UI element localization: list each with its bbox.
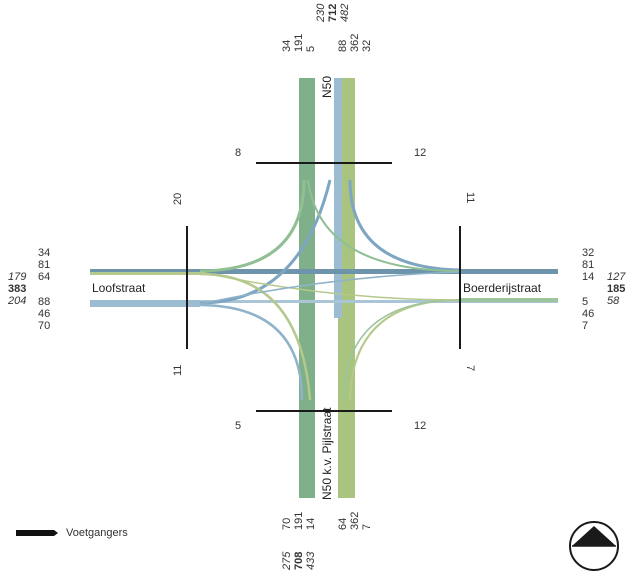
east-in-lane-2: 81 [582,259,594,271]
south-arm-labels: 70 191 14 64 362 7 275 708 433 N50 k.v. … [281,407,373,571]
curve-north-to-east [348,179,461,272]
east-in-lane-3: 14 [582,271,594,283]
north-arrow-icon [569,521,619,571]
west-total: 383 [8,283,26,295]
ped-east-bottom: 7 [464,365,476,371]
curve-north-to-west [199,179,306,273]
east-out-lane-1: 5 [582,296,588,308]
band-east-thin-blue [200,300,558,303]
south-total-out: 275 [281,551,293,571]
north-in-lane-2: 191 [293,34,305,52]
street-label-south: N50 k.v. Pijlstraat [320,407,334,500]
west-arm-labels: 34 81 64 88 46 70 179 383 204 Loofstraat [7,247,146,332]
band-west-olive [90,272,200,275]
street-label-north: N50 [320,76,334,98]
south-out-lane-1: 70 [281,518,293,530]
south-total-in: 433 [305,551,317,570]
north-in-lane-1: 34 [281,40,293,52]
band-south-to-north-green [299,78,315,498]
legend: Voetgangers [16,527,128,539]
curve-cross-2 [199,271,461,305]
band-east-west-steel [90,269,558,274]
ped-east-top: 11 [464,192,476,203]
south-in-lane-1: 64 [337,518,349,530]
north-arm-labels: 34 191 5 88 362 32 230 712 482 N50 [281,3,373,98]
east-total: 185 [607,283,625,295]
east-total-in: 127 [607,271,626,283]
ped-west-bottom: 11 [172,365,184,376]
curve-south-to-west [199,303,304,401]
south-in-lane-3: 7 [361,524,373,530]
curve-cross-1 [199,271,461,301]
pedestrian-legend-symbol [16,530,58,536]
east-out-lane-2: 46 [582,308,594,320]
west-out-lane-1: 34 [38,247,50,259]
ped-south-left: 5 [235,420,241,432]
north-in-lane-3: 5 [305,46,317,52]
east-arm-labels: 32 81 14 5 46 7 127 185 58 Boerderijstra… [463,247,626,332]
ped-west-top: 20 [172,193,184,205]
south-out-lane-2: 191 [293,512,305,530]
ped-north-left: 8 [235,147,241,159]
curve-east-to-north [307,179,461,272]
west-out-lane-3: 64 [38,271,50,283]
south-total: 708 [293,552,305,570]
street-label-west: Loofstraat [92,281,146,295]
west-out-lane-2: 81 [38,259,50,271]
curve-west-to-north [199,179,332,305]
ped-south-right: 12 [414,420,426,432]
pedestrian-crossings [186,162,461,412]
south-out-lane-3: 14 [305,518,317,530]
west-total-in: 204 [7,295,26,307]
horizontal-flow-bands [90,269,558,307]
band-north-blue [334,78,342,318]
curve-east-to-south [349,299,461,401]
south-in-lane-2: 362 [349,512,361,530]
north-total-out: 482 [339,4,351,22]
street-label-east: Boerderijstraat [463,281,542,295]
east-total-out: 58 [607,295,620,307]
band-west-in-blue [90,300,200,307]
north-total-in: 230 [315,3,327,23]
north-out-lane-1: 88 [337,40,349,52]
turning-flows [199,179,461,401]
west-in-lane-1: 88 [38,296,50,308]
north-total: 712 [327,4,339,22]
pedestrian-counts: 8 12 5 12 20 11 11 7 [172,147,476,432]
west-total-out: 179 [8,271,26,283]
east-in-lane-1: 32 [582,247,594,259]
north-out-lane-2: 362 [349,34,361,52]
ped-north-right: 12 [414,147,426,159]
curve-west-to-south [199,272,312,401]
west-in-lane-2: 46 [38,308,50,320]
legend-pedestrians-label: Voetgangers [66,527,128,539]
band-east-out-green [460,298,558,302]
curve-south-to-east [343,299,461,401]
east-out-lane-3: 7 [582,320,588,332]
north-out-lane-3: 32 [361,40,373,52]
west-in-lane-3: 70 [38,320,50,332]
